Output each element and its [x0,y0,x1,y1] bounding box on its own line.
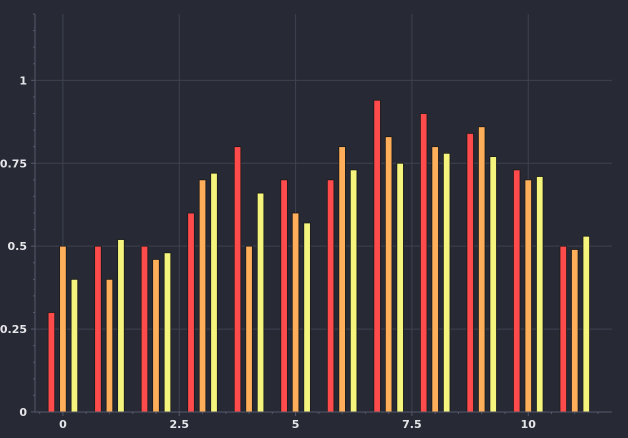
bar [117,239,125,413]
bar [373,99,381,413]
bar [59,245,67,413]
bar [94,245,102,413]
x-tick-label: 7.5 [402,418,422,431]
bar [489,156,497,413]
y-tick-label: 1 [19,74,27,87]
x-tick-label: 10 [521,418,537,431]
x-tick-label: 5 [292,418,300,431]
bar [349,169,358,413]
bar [256,192,265,413]
bar [210,172,218,413]
bar [291,212,300,413]
bar [396,162,404,413]
bar [582,235,590,413]
bar [571,249,579,413]
x-tick-label: 0 [59,418,67,431]
bar [466,132,474,413]
bar [338,146,346,413]
bar [559,245,567,413]
x-tick-label: 2.5 [170,418,190,431]
bar [233,146,242,413]
bar [431,146,439,413]
y-tick-label: 0.25 [0,323,27,336]
bar [187,212,195,413]
bar [536,176,544,413]
y-tick-label: 0.5 [8,240,28,253]
bar [478,126,486,413]
bar [524,179,532,413]
bar [513,169,521,413]
bars [47,99,590,413]
bar [384,136,393,413]
bar [163,252,172,413]
bar [140,245,149,413]
bar [280,179,288,413]
axes [31,13,612,416]
bar [442,152,451,413]
y-tick-label: 0.75 [0,157,27,170]
bar [198,179,207,413]
bar [152,259,160,413]
bar [326,179,335,413]
bar [245,245,253,413]
bar [105,278,114,413]
bar [47,312,56,413]
bar [419,113,428,413]
bar [70,278,79,413]
bar [303,222,311,413]
y-tick-label: 0 [19,406,27,419]
